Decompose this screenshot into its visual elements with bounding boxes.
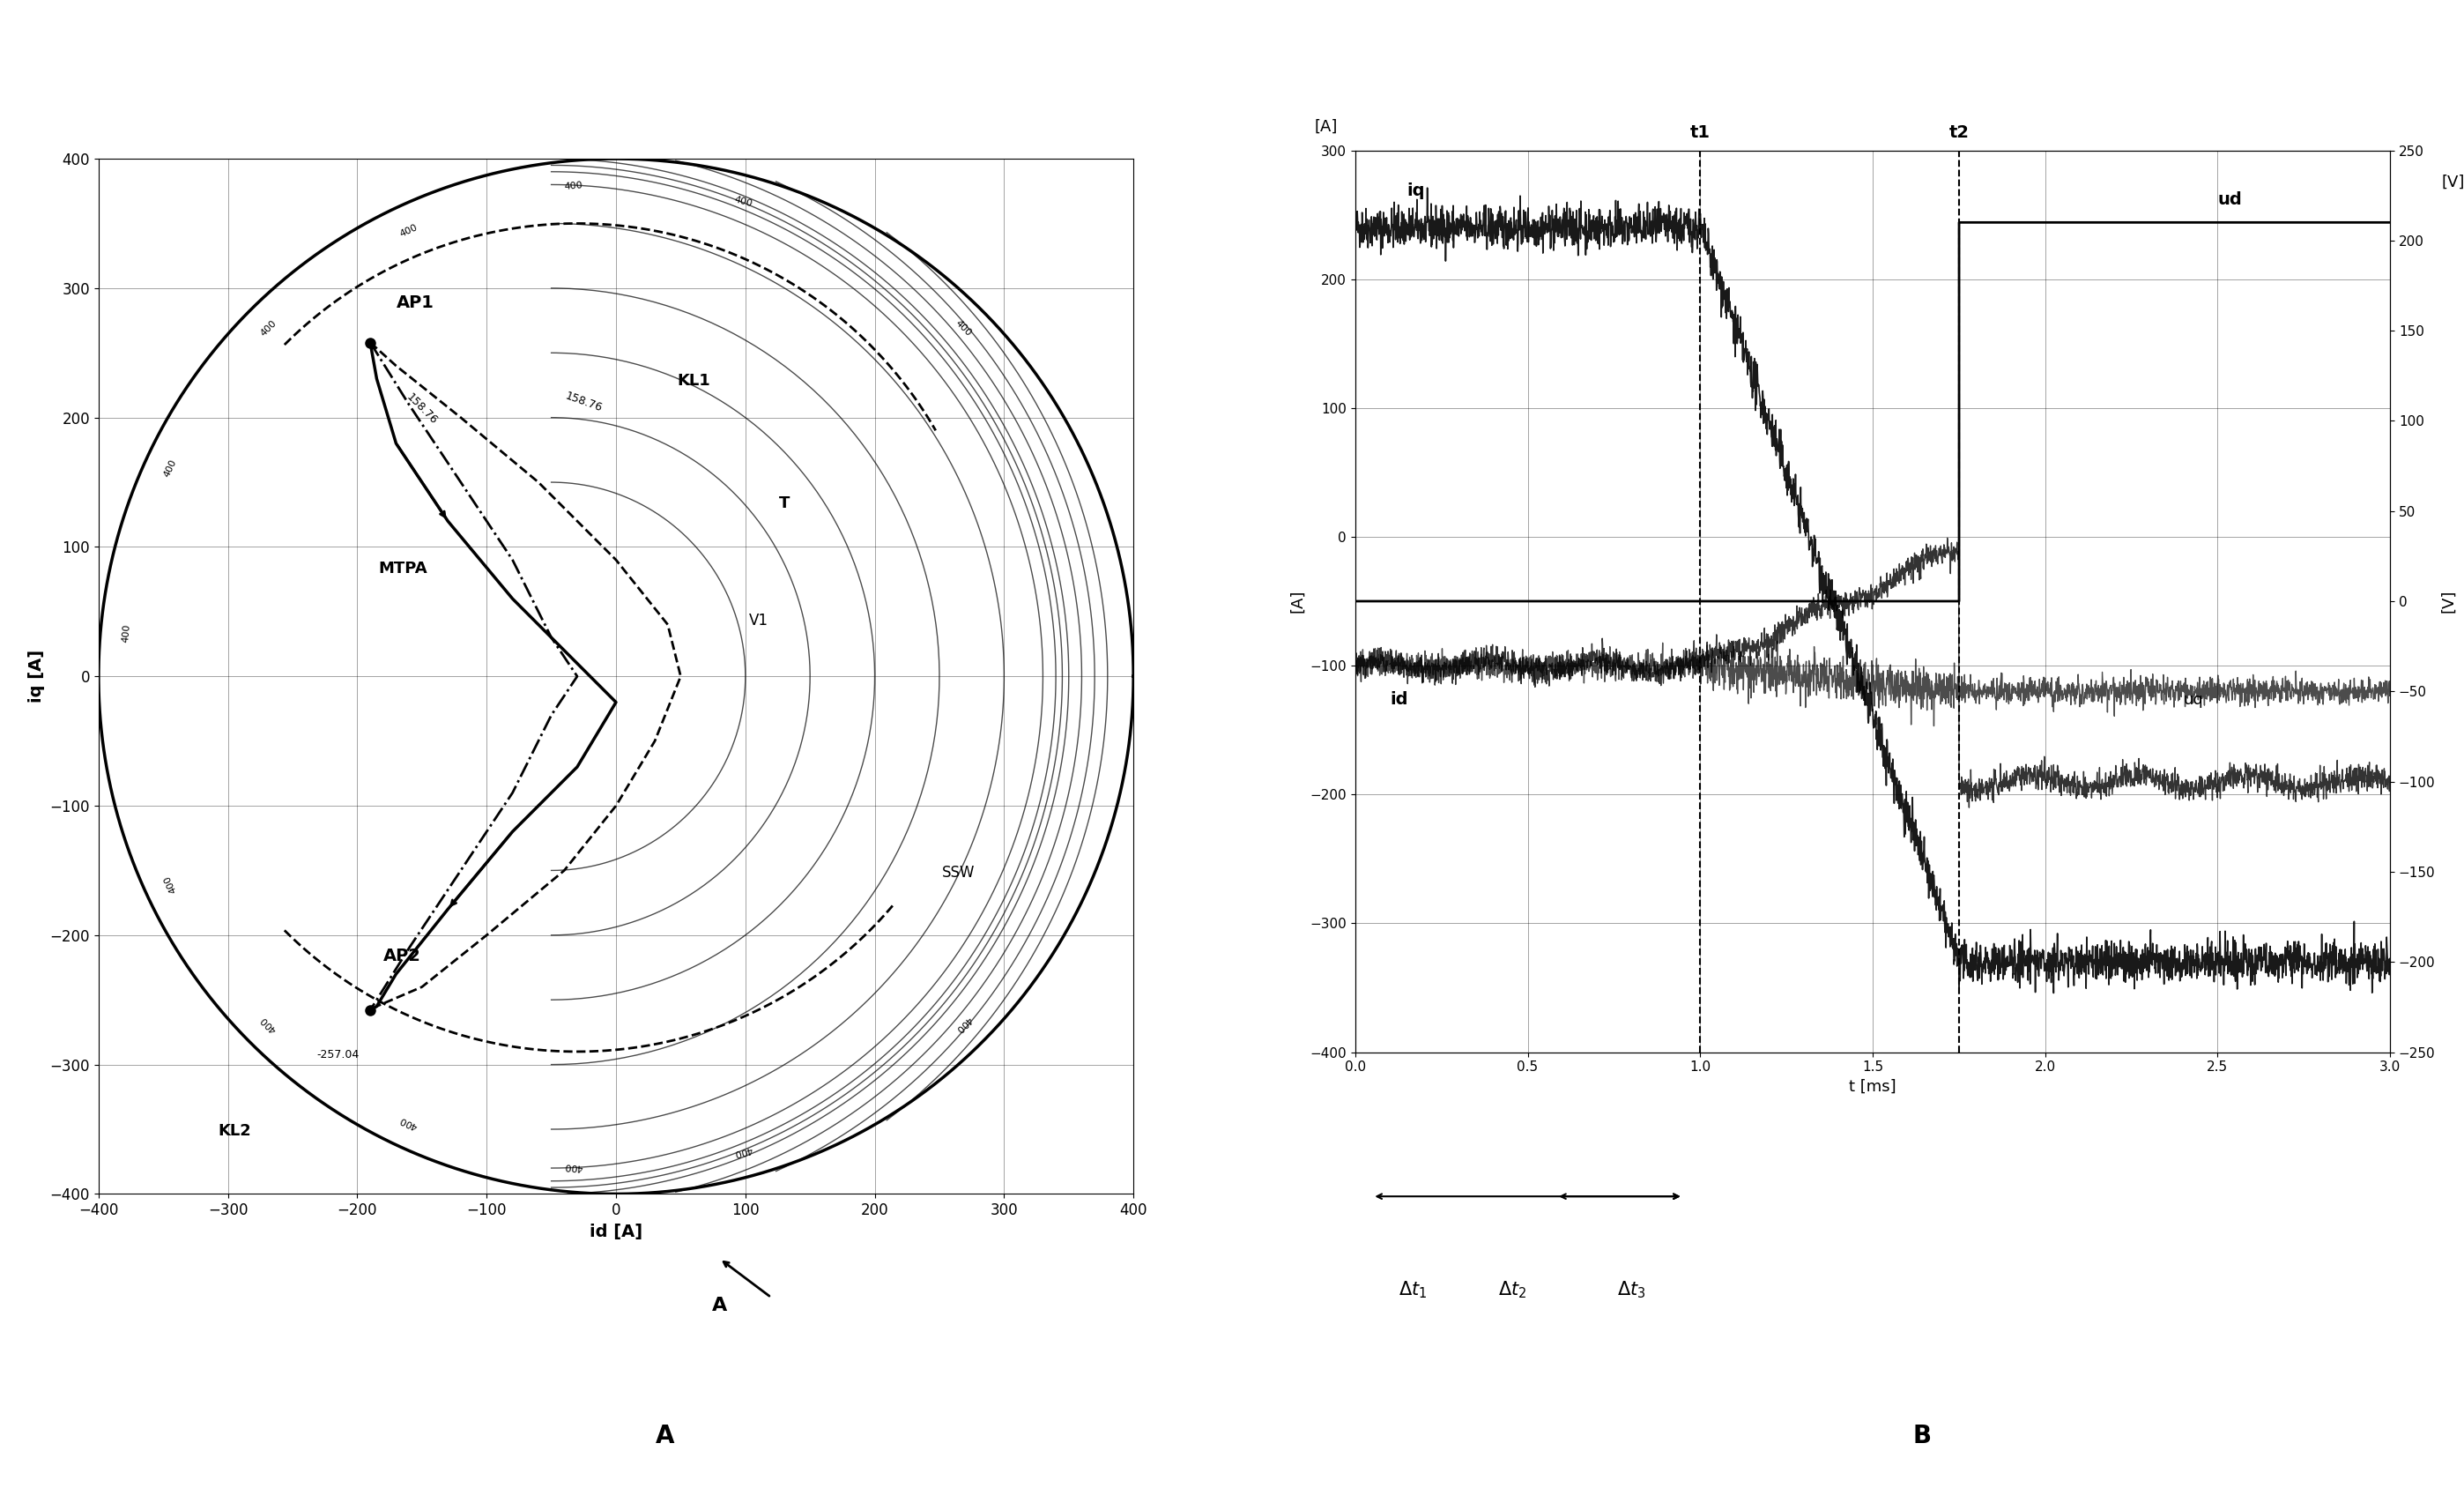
Text: [V]: [V] — [2442, 174, 2464, 189]
Text: 400: 400 — [734, 195, 754, 207]
Text: [A]: [A] — [1316, 119, 1338, 134]
Text: iq: iq — [1407, 182, 1424, 198]
X-axis label: t [ms]: t [ms] — [1848, 1079, 1897, 1094]
Text: t1: t1 — [1690, 125, 1710, 141]
Text: -257.04: -257.04 — [315, 1049, 360, 1061]
MTPA — [537, 706, 567, 724]
Line: MTPA: MTPA — [370, 343, 577, 1010]
Text: id: id — [1390, 691, 1407, 708]
Text: 400: 400 — [163, 873, 177, 894]
Text: B: B — [1912, 1423, 1932, 1449]
MTPA — [355, 1001, 384, 1019]
Text: V1: V1 — [749, 612, 769, 628]
Text: t2: t2 — [1949, 125, 1969, 141]
Text: 158.76: 158.76 — [564, 389, 604, 413]
Text: AP2: AP2 — [384, 948, 421, 965]
Y-axis label: [V]: [V] — [2439, 589, 2457, 613]
MTPA — [562, 667, 591, 685]
MTPA — [498, 783, 527, 801]
MTPA — [355, 334, 384, 352]
Text: MTPA: MTPA — [377, 561, 426, 576]
Text: KL1: KL1 — [678, 373, 710, 389]
Text: 400: 400 — [954, 319, 973, 338]
Text: 400: 400 — [399, 1114, 419, 1130]
Text: ud: ud — [2218, 191, 2242, 207]
Text: SSW: SSW — [941, 864, 976, 881]
Text: 400: 400 — [734, 1145, 754, 1157]
Text: 158.76: 158.76 — [404, 391, 439, 427]
MTPA — [537, 628, 567, 646]
Text: T: T — [779, 496, 788, 511]
MTPA — [394, 939, 424, 957]
Text: AP1: AP1 — [397, 295, 434, 311]
Text: $\Delta t_2$: $\Delta t_2$ — [1498, 1279, 1528, 1300]
Text: 400: 400 — [564, 182, 584, 192]
MTPA — [446, 861, 476, 879]
MTPA — [498, 552, 527, 570]
Text: $\Delta t_3$: $\Delta t_3$ — [1616, 1279, 1646, 1300]
Text: 400: 400 — [259, 319, 278, 338]
Text: 400: 400 — [564, 1160, 584, 1171]
MTPA — [446, 473, 476, 491]
Text: 400: 400 — [121, 624, 131, 643]
Y-axis label: [A]: [A] — [1289, 589, 1306, 613]
Y-axis label: iq [A]: iq [A] — [27, 649, 44, 703]
Text: $\Delta t_1$: $\Delta t_1$ — [1400, 1279, 1427, 1300]
Text: 400: 400 — [954, 1015, 973, 1034]
Text: A: A — [712, 1296, 727, 1314]
Text: A: A — [655, 1423, 675, 1449]
Text: 400: 400 — [259, 1015, 278, 1034]
Text: KL2: KL2 — [217, 1123, 251, 1139]
X-axis label: id [A]: id [A] — [589, 1223, 643, 1240]
Text: 400: 400 — [163, 458, 177, 479]
Text: 400: 400 — [399, 222, 419, 239]
MTPA — [394, 395, 424, 413]
Text: uq: uq — [2183, 691, 2203, 708]
